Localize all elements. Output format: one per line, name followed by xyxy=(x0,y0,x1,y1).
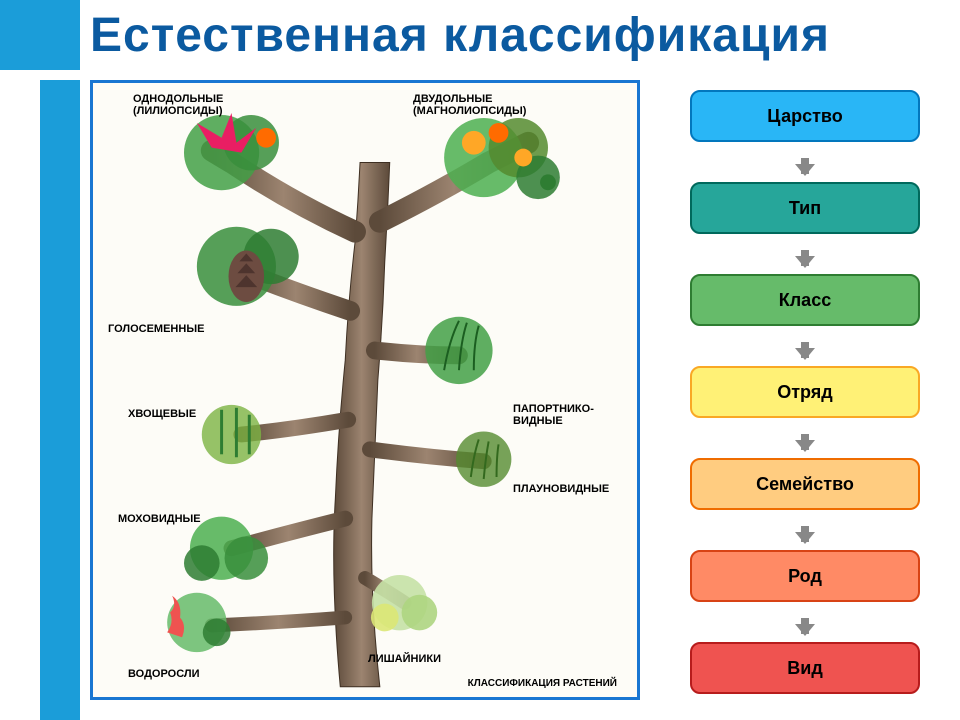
cluster-ferns xyxy=(425,317,492,384)
taxonomy-box-род: Род xyxy=(690,550,920,602)
flow-arrow-icon xyxy=(795,256,815,268)
tree-branch-label: ДВУДОЛЬНЫЕ(МАГНОЛИОПСИДЫ) xyxy=(413,93,526,117)
cluster-moss xyxy=(184,517,268,581)
taxonomy-box-вид: Вид xyxy=(690,642,920,694)
taxonomy-flow: Царство Тип Класс Отряд Семейство Род Вид xyxy=(640,80,960,720)
tree-branch-label: ВОДОРОСЛИ xyxy=(128,668,200,680)
taxonomy-box-класс: Класс xyxy=(690,274,920,326)
tree-branch-label: ГОЛОСЕМЕННЫЕ xyxy=(108,323,204,335)
tree-branch-label: ОДНОДОЛЬНЫЕ(ЛИЛИОПСИДЫ) xyxy=(133,93,223,117)
content-area: ОДНОДОЛЬНЫЕ(ЛИЛИОПСИДЫ) ДВУДОЛЬНЫЕ(МАГНОЛ… xyxy=(0,80,960,720)
tree-branch-label: ПЛАУНОВИДНЫЕ xyxy=(513,483,609,495)
page-title: Естественная классификация xyxy=(90,8,830,63)
cluster-clubmoss xyxy=(456,432,511,487)
phylo-tree-svg xyxy=(93,83,637,697)
tree-branch-label: ХВОЩЕВЫЕ xyxy=(128,408,196,420)
taxonomy-box-отряд: Отряд xyxy=(690,366,920,418)
tree-branch-label: МОХОВИДНЫЕ xyxy=(118,513,201,525)
tree-branch-label: ЛИШАЙНИКИ xyxy=(368,653,441,665)
taxonomy-box-семейство: Семейство xyxy=(690,458,920,510)
taxonomy-box-царство: Царство xyxy=(690,90,920,142)
cluster-lichen xyxy=(371,575,437,631)
tree-branch-label: ПАПОРТНИКО-ВИДНЫЕ xyxy=(513,403,594,427)
left-stripe xyxy=(0,80,40,720)
cluster-dicots xyxy=(444,118,560,199)
flow-arrow-icon xyxy=(795,624,815,636)
flow-arrow-icon xyxy=(795,348,815,360)
header-accent-bar xyxy=(0,0,80,70)
flow-arrow-icon xyxy=(795,164,815,176)
tree-diagram-panel: ОДНОДОЛЬНЫЕ(ЛИЛИОПСИДЫ) ДВУДОЛЬНЫЕ(МАГНОЛ… xyxy=(90,80,640,700)
flow-arrow-icon xyxy=(795,532,815,544)
flow-arrow-icon xyxy=(795,440,815,452)
accent-stripe xyxy=(40,80,80,720)
header: Естественная классификация xyxy=(0,0,960,70)
tree-caption: КЛАССИФИКАЦИЯ РАСТЕНИЙ xyxy=(468,678,617,689)
taxonomy-box-тип: Тип xyxy=(690,182,920,234)
cluster-horsetails xyxy=(202,405,261,464)
cluster-algae xyxy=(167,593,230,652)
